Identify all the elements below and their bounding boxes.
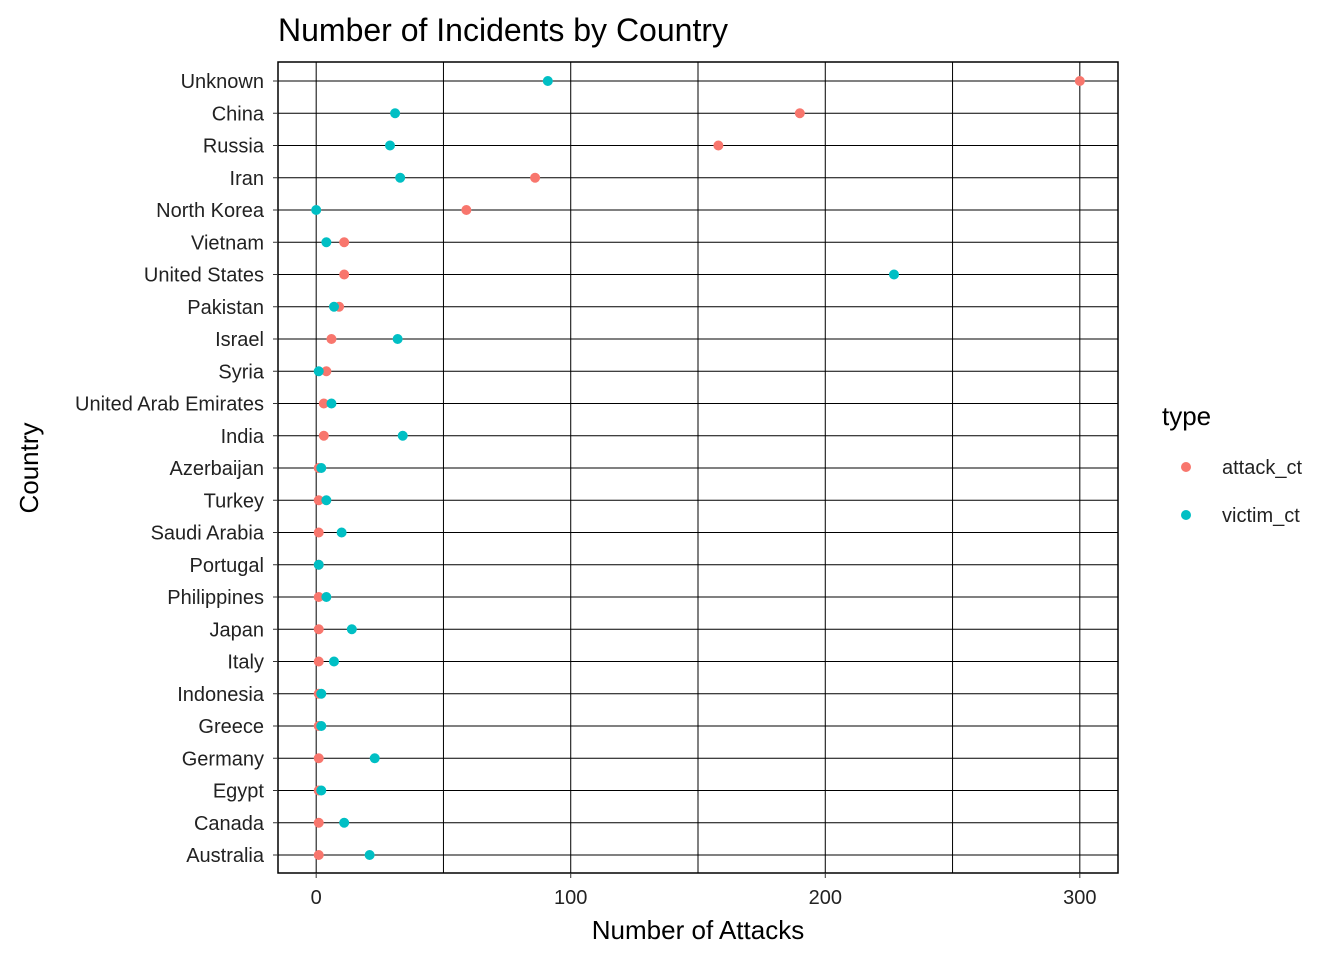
- point-attack_ct: [339, 237, 350, 248]
- point-victim_ct: [316, 688, 327, 699]
- point-attack_ct: [461, 205, 472, 215]
- y-axis-title: Country: [14, 422, 44, 513]
- point-attack_ct: [313, 527, 324, 538]
- point-attack_ct: [313, 495, 324, 506]
- point-attack_ct: [713, 140, 724, 151]
- y-tick-label: Philippines: [167, 587, 264, 609]
- x-tick-label: 200: [809, 887, 842, 909]
- y-tick-label: India: [221, 426, 265, 448]
- point-attack_ct: [313, 753, 324, 764]
- y-tick-label: Unknown: [181, 71, 264, 93]
- point-victim_ct: [385, 140, 395, 151]
- point-victim_ct: [339, 817, 350, 828]
- x-axis: 0 100 200 300: [311, 873, 1097, 909]
- x-axis-title: Number of Attacks: [592, 915, 804, 945]
- point-victim_ct: [336, 527, 347, 538]
- point-victim_ct: [316, 721, 327, 731]
- point-victim_ct: [313, 559, 324, 570]
- point-victim_ct: [364, 850, 375, 860]
- point-victim_ct: [542, 76, 553, 86]
- point-victim_ct: [397, 430, 408, 441]
- y-tick-label: Russia: [203, 136, 265, 158]
- point-victim_ct: [346, 624, 357, 635]
- grid-lines: [278, 62, 1118, 873]
- point-attack_ct: [1074, 76, 1085, 86]
- point-victim_ct: [329, 656, 339, 667]
- data-points: [311, 76, 1085, 860]
- y-tick-label: Egypt: [213, 781, 265, 803]
- point-victim_ct: [316, 785, 327, 796]
- y-tick-label: Australia: [186, 845, 265, 867]
- point-victim_ct: [395, 172, 406, 183]
- point-attack_ct: [321, 366, 332, 377]
- point-attack_ct: [530, 172, 541, 183]
- y-tick-label: United Arab Emirates: [75, 394, 264, 416]
- legend-label-attack_ct: attack_ct: [1222, 457, 1302, 479]
- point-attack_ct: [313, 817, 324, 828]
- point-attack_ct: [313, 592, 324, 602]
- point-attack_ct: [794, 108, 805, 119]
- point-attack_ct: [318, 430, 329, 441]
- y-tick-label: Portugal: [190, 555, 265, 577]
- y-tick-label: Pakistan: [187, 297, 264, 319]
- y-tick-label: Greece: [198, 716, 264, 738]
- point-attack_ct: [339, 269, 350, 280]
- point-victim_ct: [321, 237, 332, 248]
- y-tick-label: Israel: [215, 329, 264, 351]
- y-tick-label: China: [212, 103, 265, 125]
- point-victim_ct: [392, 334, 403, 344]
- point-victim_ct: [369, 753, 380, 764]
- point-victim_ct: [321, 592, 332, 602]
- legend-key-victim_ct: [1181, 510, 1191, 520]
- y-tick-label: Japan: [210, 619, 265, 641]
- point-attack_ct: [313, 624, 324, 635]
- y-tick-label: Vietnam: [191, 232, 264, 254]
- x-tick-label: 0: [311, 887, 322, 909]
- legend-label-victim_ct: victim_ct: [1222, 505, 1300, 527]
- y-tick-label: Syria: [218, 361, 264, 383]
- point-victim_ct: [326, 398, 337, 409]
- y-tick-label: Italy: [227, 652, 264, 674]
- y-tick-label: Saudi Arabia: [151, 523, 265, 545]
- point-victim_ct: [321, 495, 332, 506]
- x-tick-label: 100: [554, 887, 587, 909]
- point-attack_ct: [326, 334, 337, 344]
- y-tick-label: Turkey: [204, 490, 264, 512]
- y-tick-label: Germany: [182, 748, 264, 770]
- y-tick-label: Canada: [194, 813, 265, 835]
- y-tick-label: Iran: [230, 168, 264, 190]
- y-tick-label: Indonesia: [177, 684, 265, 706]
- legend-key-attack_ct: [1181, 462, 1191, 472]
- y-tick-label: United States: [144, 265, 264, 287]
- point-victim_ct: [889, 269, 899, 280]
- legend: type attack_ct victim_ct: [1162, 401, 1302, 527]
- point-victim_ct: [313, 366, 324, 377]
- point-victim_ct: [316, 463, 327, 473]
- point-victim_ct: [390, 108, 401, 119]
- point-attack_ct: [318, 398, 329, 409]
- y-axis: Unknown China Russia Iran North Korea Vietnam…: [75, 71, 278, 867]
- y-tick-label: North Korea: [156, 200, 265, 222]
- legend-title: type: [1162, 401, 1211, 431]
- point-attack_ct: [313, 850, 324, 860]
- x-tick-label: 300: [1063, 887, 1096, 909]
- chart-title: Number of Incidents by Country: [278, 12, 728, 48]
- point-attack_ct: [313, 656, 324, 667]
- point-victim_ct: [329, 301, 339, 312]
- point-victim_ct: [311, 205, 322, 215]
- y-tick-label: Azerbaijan: [169, 458, 264, 480]
